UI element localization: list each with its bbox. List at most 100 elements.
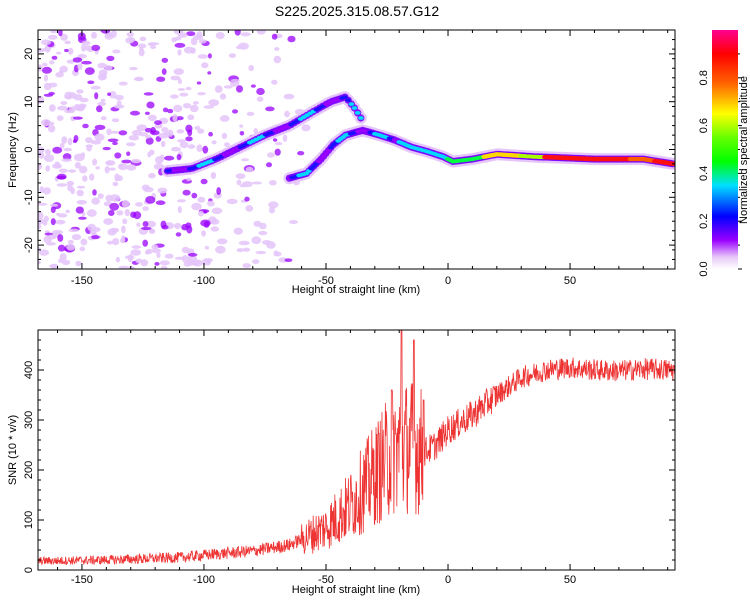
spectral-noise-speck <box>230 79 240 83</box>
spectral-noise-speck <box>58 168 68 173</box>
spectrogram-x-tick-label: -100 <box>193 275 215 287</box>
spectral-noise-speck <box>201 62 209 69</box>
spectral-noise-speck <box>97 193 104 199</box>
spectral-noise-speck <box>155 156 164 164</box>
spectral-noise-speck <box>161 57 169 63</box>
spectral-noise-speck <box>47 234 57 240</box>
spectral-noise-speck <box>200 178 208 185</box>
spectral-ridge-core <box>345 98 351 102</box>
spectral-ridge-core <box>325 148 331 153</box>
spectral-noise-speck <box>56 115 64 121</box>
spectrogram-y-tick-label: -10 <box>23 189 35 205</box>
spectral-noise-speck <box>38 223 42 230</box>
snr-x-ticks: -150 -100 -50 0 50 <box>57 330 669 586</box>
spectral-noise-speck <box>189 104 199 113</box>
spectral-noise-speck <box>126 32 134 37</box>
spectral-noise-speck <box>287 35 296 43</box>
spectral-noise-speck <box>148 172 156 179</box>
snr-panel: -150 -100 -50 0 50 0 100 200 300 400 Height of s… <box>7 329 676 596</box>
spectral-noise-speck <box>252 259 260 264</box>
spectral-noise-speck <box>174 36 182 41</box>
spectral-noise-speck <box>80 238 88 246</box>
spectral-noise-speck <box>56 183 68 187</box>
spectral-noise-speck <box>98 69 108 76</box>
spectral-noise-speck <box>109 91 117 99</box>
spectral-ridge-core <box>323 151 329 155</box>
colorbar-title: Normalized spectral amplitude <box>738 76 750 224</box>
spectral-noise-speck <box>65 209 70 214</box>
spectral-noise-speck <box>77 32 86 41</box>
spectral-noise-speck <box>181 254 189 263</box>
spectral-noise-speck <box>198 210 204 217</box>
spectral-noise-speck <box>236 248 245 253</box>
spectral-noise-speck <box>85 137 93 144</box>
snr-y-ticks: 0 100 200 300 400 <box>23 329 675 573</box>
colorbar <box>712 30 738 269</box>
spectral-noise-speck <box>76 189 84 197</box>
spectral-noise-speck <box>79 165 88 174</box>
spectral-noise-speck <box>39 249 49 256</box>
spectral-noise-speck <box>208 131 214 137</box>
spectral-noise-speck <box>190 37 198 46</box>
spectral-noise-speck <box>58 244 66 252</box>
spectral-noise-speck <box>126 142 136 147</box>
spectral-noise-speck <box>162 107 169 113</box>
spectral-noise-speck <box>267 152 275 158</box>
spectral-noise-speck <box>142 206 149 211</box>
spectral-noise-speck <box>204 245 210 250</box>
spectral-noise-speck <box>110 130 119 134</box>
spectral-noise-speck <box>92 189 97 196</box>
spectral-noise-speck <box>135 202 143 207</box>
spectral-noise-speck <box>202 145 209 154</box>
spectral-noise-speck <box>196 144 203 152</box>
spectral-noise-speck <box>102 146 111 151</box>
spectral-noise-speck <box>192 101 199 105</box>
spectral-noise-speck <box>106 55 115 62</box>
spectral-noise-speck <box>118 163 128 171</box>
spectral-noise-speck <box>146 101 155 109</box>
spectral-noise-speck <box>50 218 56 226</box>
spectral-noise-speck <box>224 142 230 148</box>
spectral-noise-speck <box>219 93 227 100</box>
spectral-noise-speck <box>50 30 58 34</box>
spectral-noise-speck <box>72 139 77 143</box>
snr-x-tick-label: -100 <box>193 574 215 586</box>
spectrogram-y-tick-label: 0 <box>23 146 35 152</box>
spectral-noise-speck <box>55 51 62 55</box>
spectral-noise-speck <box>76 89 84 94</box>
spectral-noise-speck <box>97 101 107 106</box>
spectral-noise-speck <box>266 162 272 168</box>
spectral-noise-speck <box>177 206 182 214</box>
spectral-noise-speck <box>91 197 100 205</box>
spectral-noise-speck <box>67 239 74 245</box>
spectral-noise-speck <box>271 33 278 40</box>
spectral-ridge-core <box>316 159 322 164</box>
spectral-noise-speck <box>150 229 155 233</box>
spectral-noise-speck <box>138 48 145 57</box>
snr-series-line <box>38 330 675 566</box>
spectral-noise-speck <box>50 205 56 214</box>
spectral-noise-speck <box>103 218 114 225</box>
spectral-noise-speck <box>253 220 262 227</box>
spectral-noise-speck <box>256 96 264 102</box>
spectral-noise-speck <box>150 45 157 50</box>
spectral-noise-speck <box>72 57 83 63</box>
spectral-noise-speck <box>258 230 268 236</box>
spectral-noise-speck <box>125 37 134 44</box>
spectral-noise-speck <box>41 119 52 127</box>
spectral-noise-speck <box>182 189 191 196</box>
spectral-ridge-core <box>348 102 355 106</box>
spectral-noise-speck <box>251 181 263 185</box>
colorbar-tick-label: 0.8 <box>698 70 710 85</box>
spectral-noise-speck <box>145 134 151 139</box>
spectral-noise-speck <box>190 47 196 54</box>
spectral-noise-speck <box>108 210 115 216</box>
spectral-noise-speck <box>159 260 170 266</box>
spectral-noise-speck <box>60 101 68 105</box>
spectral-noise-speck <box>170 146 181 152</box>
colorbar-tick-label: 0.6 <box>698 118 710 133</box>
spectral-noise-speck <box>216 187 222 196</box>
spectral-noise-speck <box>187 114 195 121</box>
spectral-noise-speck <box>118 265 130 269</box>
spectral-noise-speck <box>121 225 126 234</box>
